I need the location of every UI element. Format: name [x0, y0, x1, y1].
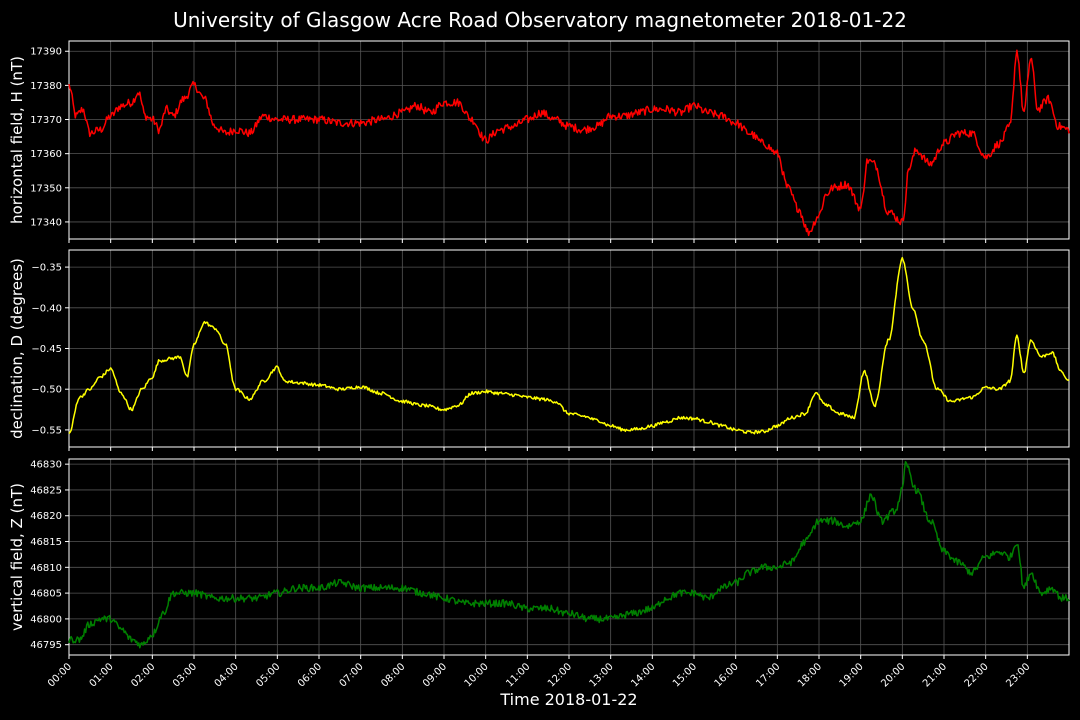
y-axis-label: vertical field, Z (nT) [8, 483, 26, 631]
panel-frame [68, 458, 1070, 656]
x-axis-label: Time 2018-01-22 [500, 690, 638, 709]
y-tick-label: 46820 [30, 511, 62, 522]
x-tick-label: 08:00 [379, 661, 407, 689]
x-tick-label: 05:00 [254, 661, 282, 689]
panel-frame [68, 249, 1070, 448]
y-axis-label: declination, D (degrees) [8, 258, 26, 439]
x-tick-label: 18:00 [796, 661, 824, 689]
y-tick-label: 46810 [30, 563, 62, 574]
y-tick-label: −0.55 [31, 425, 62, 436]
x-tick-label: 09:00 [421, 661, 449, 689]
x-tick-label: 15:00 [671, 661, 699, 689]
y-tick-label: 17350 [30, 183, 62, 194]
panel-3: 46795 46800 46805 46810 46815 46820 46825 46830… [8, 458, 1070, 659]
x-tick-label: 02:00 [129, 661, 157, 689]
y-tick-label: 17370 [30, 115, 62, 126]
series-line [68, 460, 1070, 649]
x-tick-label: 21:00 [921, 661, 949, 689]
x-tick-label: 12:00 [546, 661, 574, 689]
y-tick-label: 17390 [30, 47, 62, 58]
y-tick-label: 46825 [30, 485, 62, 496]
x-tick-label: 07:00 [338, 661, 366, 689]
y-tick-label: −0.35 [31, 263, 62, 274]
x-tick-label: 14:00 [629, 661, 657, 689]
y-tick-label: 17360 [30, 149, 62, 160]
x-tick-label: 19:00 [838, 661, 866, 689]
y-tick-label: −0.40 [31, 303, 62, 314]
x-tick-label: 03:00 [171, 661, 199, 689]
y-axis-label: horizontal field, H (nT) [8, 56, 26, 224]
x-tick-label: 00:00 [46, 661, 74, 689]
y-tick-label: 46830 [30, 460, 62, 471]
panel-2: −0.55 −0.50 −0.45 −0.40 −0.35 declination, D … [8, 249, 1070, 451]
x-tick-label: 17:00 [754, 661, 782, 689]
y-tick-label: 46805 [30, 589, 62, 600]
x-tick-label: 20:00 [879, 661, 907, 689]
y-tick-label: 46795 [30, 640, 62, 651]
x-tick-label: 10:00 [463, 661, 491, 689]
y-tick-label: 46815 [30, 537, 62, 548]
x-tick-label: 16:00 [713, 661, 741, 689]
series-line [68, 49, 1070, 237]
x-tick-label: 01:00 [88, 661, 116, 689]
y-tick-label: −0.45 [31, 344, 62, 355]
panel-frame [68, 40, 1070, 240]
x-tick-label: 11:00 [504, 661, 532, 689]
y-tick-label: −0.50 [31, 385, 62, 396]
x-tick-label: 22:00 [963, 661, 991, 689]
y-tick-label: 17380 [30, 81, 62, 92]
x-tick-label: 23:00 [1004, 661, 1032, 689]
x-tick-label: 06:00 [296, 661, 324, 689]
x-tick-label: 13:00 [588, 661, 616, 689]
series-line [68, 256, 1070, 435]
x-tick-label: 04:00 [213, 661, 241, 689]
y-tick-label: 46800 [30, 614, 62, 625]
panel-1: 17340 17350 17360 17370 17380 17390 horizontal… [8, 40, 1070, 243]
chart-title: University of Glasgow Acre Road Observat… [173, 8, 907, 32]
y-tick-label: 17340 [30, 217, 62, 228]
